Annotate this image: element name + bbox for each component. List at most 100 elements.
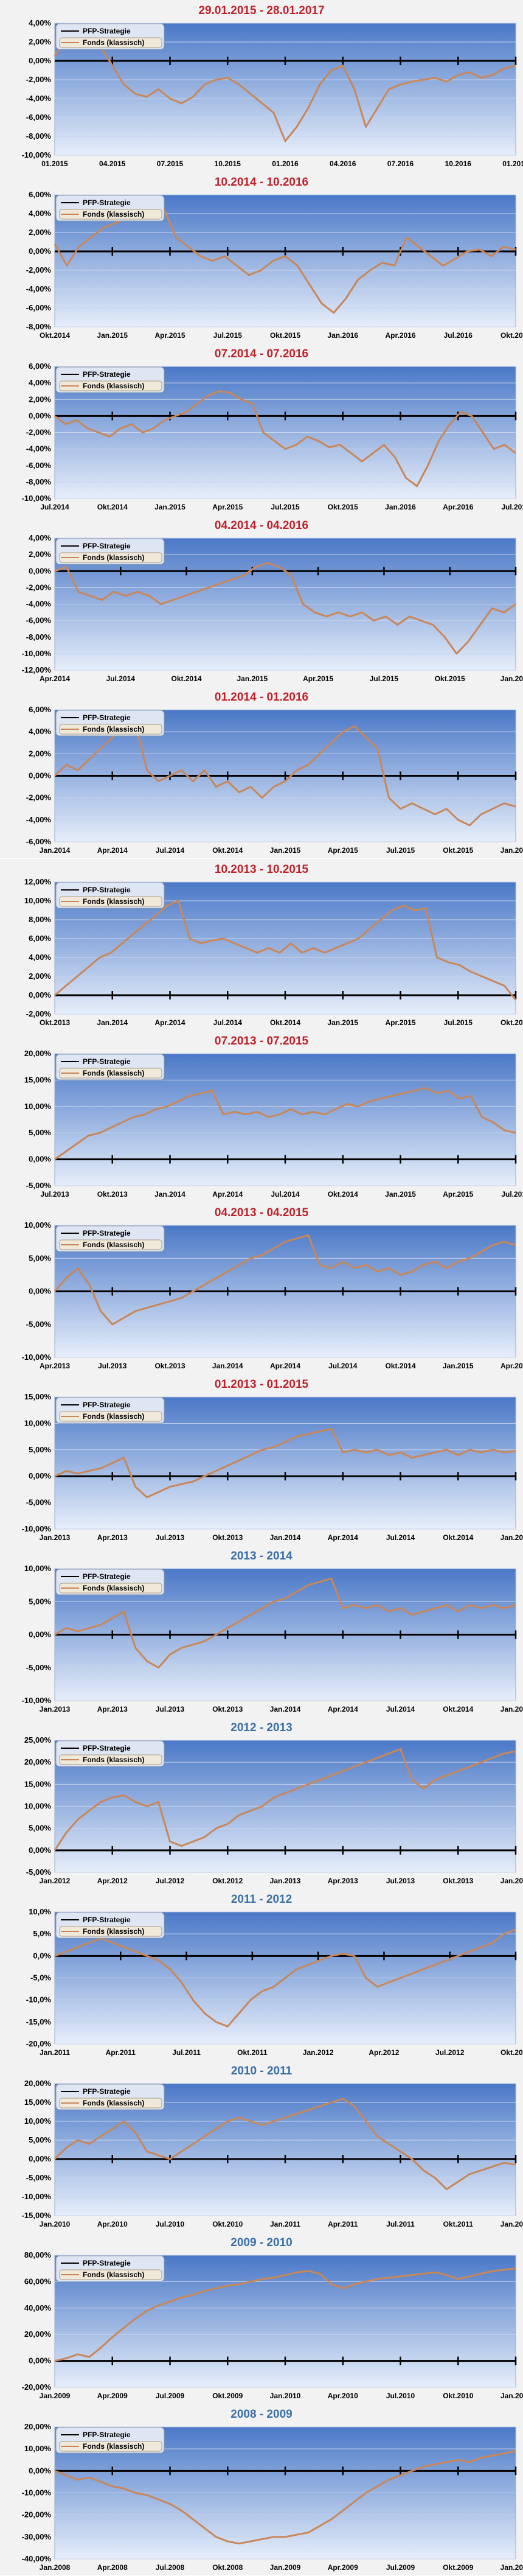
y-tick-label: 0,00%: [29, 1471, 51, 1480]
legend-label-fund: Fonds (klassisch): [83, 382, 144, 390]
series-line-fund: [54, 1087, 516, 1160]
legend-label-strategy: PFP-Strategie: [83, 370, 131, 379]
legend-highlight: [59, 380, 162, 391]
y-tick-label: 10,00%: [24, 896, 52, 905]
x-tick-label: Jan.2014: [40, 846, 71, 855]
x-tick-label: Jan.2009: [40, 2392, 71, 2400]
chart-svg: 4,00% 2,00% 0,00% -2,00% -4,00% -6,00% -8,00% -…: [22, 18, 523, 168]
chart-svg: 80,00%60,00%40,00%20,00%0,00%-20,00%Jan.…: [22, 2250, 523, 2400]
x-tick-label: Jan.2016: [500, 674, 523, 683]
chart-svg: 10,0%5,0%0,0%-5,0%-10,0%-15,0%-20,0%Jan.…: [26, 1907, 523, 2057]
x-tick-label: Apr.2015: [212, 503, 243, 511]
y-tick-label: 60,00%: [24, 2277, 52, 2286]
y-tick-label: 6,00%: [29, 362, 51, 371]
legend-label-fund: Fonds (klassisch): [83, 1241, 144, 1249]
x-tick-label: 07.2016: [387, 159, 414, 168]
x-tick-label: Jul.2016: [501, 503, 523, 511]
x-tick-label: Okt.2011: [237, 2048, 268, 2057]
y-tick-label: -6,00%: [26, 303, 52, 312]
series-line-fund: [54, 562, 516, 655]
y-tick-label: -10,0%: [26, 1995, 52, 2004]
y-tick-label: -15,00%: [22, 2211, 52, 2220]
x-tick-label: 10.2016: [445, 159, 472, 168]
chart-svg: 15,00%10,00%5,00%0,00%-5,00%-10,00%Jan.2…: [22, 1392, 523, 1542]
x-tick-label: Jan.2016: [327, 331, 358, 340]
chart-panel: 2012 - 2013 25,00% 20,00% 15,00% 10,00% 5,00%…: [0, 1717, 523, 1889]
series-line-fund: [54, 1748, 516, 1851]
y-tick-label: -20,00%: [22, 2510, 52, 2519]
series-line-fund: [54, 390, 516, 488]
x-tick-label: Jan.2012: [40, 1877, 71, 1885]
x-tick-label: Okt.2014: [385, 1362, 415, 1370]
y-tick-label: -2,00%: [26, 793, 52, 802]
chart-title: 01.2014 - 01.2016: [214, 691, 309, 704]
x-tick-label: Apr.2009: [328, 2563, 358, 2572]
x-tick-label: Okt.2014: [270, 1018, 300, 1027]
y-tick-label: 0,00%: [29, 56, 51, 65]
y-tick-label: 4,00%: [29, 533, 51, 542]
y-tick-label: 15,00%: [24, 1075, 52, 1084]
y-tick-label: 2,00%: [29, 550, 51, 559]
chart-svg: 6,00% 4,00% 2,00% 0,00% -2,00% -4,00% -6,00% -8…: [26, 190, 523, 340]
x-tick-label: Apr.2015: [443, 1190, 473, 1199]
x-tick-label: Jan.2015: [154, 503, 185, 511]
legend-highlight: [59, 2441, 162, 2452]
x-tick-label: Jan.2010: [40, 2220, 71, 2228]
legend-label-fund: Fonds (klassisch): [83, 210, 144, 219]
x-tick-label: Apr.2015: [385, 1018, 415, 1027]
chart-title: 2009 - 2010: [230, 2236, 293, 2250]
x-tick-label: Apr.2013: [328, 1877, 358, 1885]
chart-panel: 2013 - 2014 10,00% 5,00% 0,00% -5,00% -10,00%…: [0, 1545, 523, 1717]
x-tick-label: Okt.2009: [443, 2563, 473, 2572]
y-tick-label: -2,00%: [26, 583, 52, 592]
x-tick-label: Jul.2009: [386, 2563, 415, 2572]
y-tick-label: -4,00%: [26, 94, 52, 103]
y-tick-label: 0,00%: [29, 771, 51, 780]
x-tick-label: Jul.2014: [328, 1362, 358, 1370]
y-tick-label: 2,00%: [29, 749, 51, 758]
y-tick-label: -20,0%: [26, 2039, 52, 2048]
x-tick-label: Okt.2014: [443, 1533, 473, 1542]
y-tick-label: -8,00%: [26, 322, 52, 331]
x-tick-label: Apr.2013: [97, 1533, 128, 1542]
y-tick-label: -5,00%: [26, 1319, 52, 1328]
legend-label-strategy: PFP-Strategie: [83, 1572, 131, 1581]
x-tick-label: Jul.2012: [435, 2048, 465, 2057]
chart-svg: 20,00%15,00%10,00%5,00%0,00%-5,00%Jul.20…: [24, 1049, 523, 1199]
y-tick-label: 0,00%: [29, 1629, 51, 1639]
y-tick-label: -30,00%: [22, 2532, 52, 2541]
x-tick-label: Apr.2015: [303, 674, 333, 683]
x-tick-label: Okt.2015: [443, 846, 473, 855]
x-tick-label: Apr.2014: [328, 1533, 358, 1542]
x-tick-label: Okt.2009: [212, 2392, 243, 2400]
x-tick-label: Jan.2015: [500, 1705, 523, 1713]
chart-panel: 04.2014 - 04.2016 4,00% 2,00% 0,00% -2,00% -4…: [0, 515, 523, 687]
legend-highlight: [59, 1068, 162, 1079]
legend-label-strategy: PFP-Strategie: [83, 198, 131, 207]
chart-title: 07.2013 - 07.2015: [214, 1034, 309, 1048]
x-tick-label: Apr.2013: [97, 1705, 128, 1713]
y-tick-label: 10,00%: [24, 2116, 52, 2126]
y-tick-label: 6,00%: [29, 934, 51, 943]
x-tick-label: Okt.2010: [212, 2220, 243, 2228]
x-tick-label: Okt.2012: [212, 1877, 243, 1885]
chart-panel: 29.01.2015 - 28.01.2017 4,00% 2,00% 0,00% -2…: [0, 0, 523, 172]
y-tick-label: -10,00%: [22, 2192, 52, 2201]
x-tick-label: Okt.2015: [270, 331, 300, 340]
y-tick-label: -8,00%: [26, 131, 52, 141]
x-tick-label: Apr.2016: [385, 331, 415, 340]
y-tick-label: -6,00%: [26, 837, 52, 846]
y-tick-label: 10,00%: [24, 2445, 52, 2454]
chart-title: 04.2014 - 04.2016: [214, 519, 309, 533]
legend-label-strategy: PFP-Strategie: [83, 713, 131, 722]
x-tick-label: 01.2016: [272, 159, 299, 168]
y-tick-label: -4,00%: [26, 600, 52, 609]
x-tick-label: Jan.2015: [443, 1362, 474, 1370]
legend-label-fund: Fonds (klassisch): [83, 1069, 144, 1077]
y-tick-label: 5,00%: [29, 1824, 51, 1833]
y-tick-label: -20,00%: [22, 2382, 52, 2392]
x-tick-label: Jul.2014: [271, 1190, 300, 1199]
legend-label-fund: Fonds (klassisch): [83, 897, 144, 906]
chart-title: 2012 - 2013: [230, 1721, 293, 1734]
x-tick-label: Jan.2016: [500, 846, 523, 855]
